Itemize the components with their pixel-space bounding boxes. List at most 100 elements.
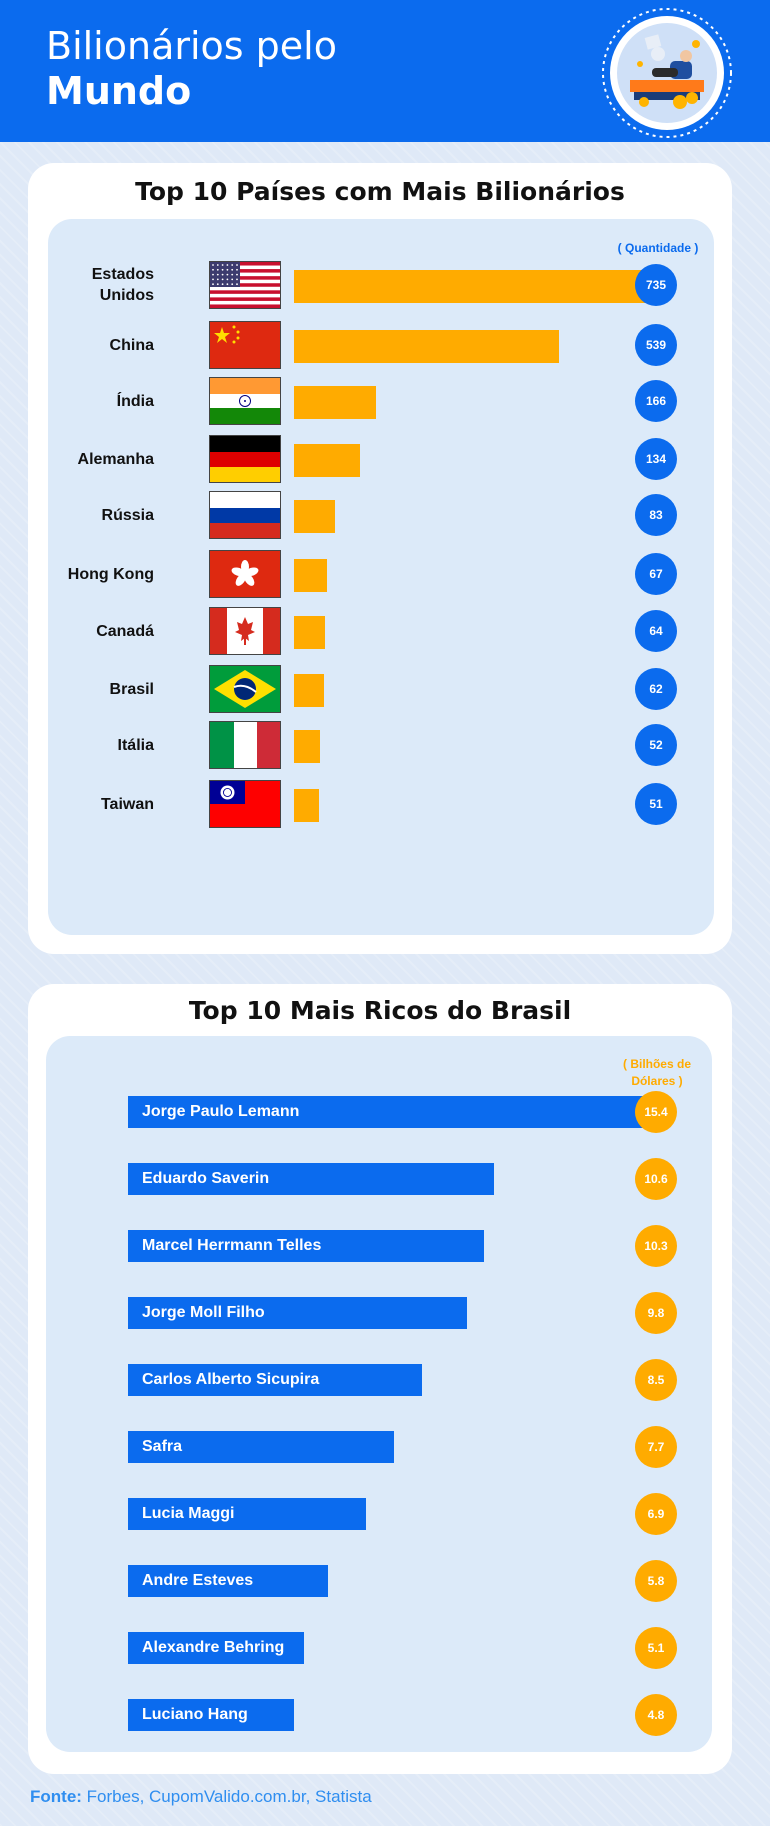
- country-label: Itália: [44, 735, 154, 756]
- person-bar: Safra: [128, 1431, 394, 1463]
- person-bar: Andre Esteves: [128, 1565, 328, 1597]
- person-name-label: Marcel Herrmann Telles: [142, 1237, 322, 1254]
- countries-chart-title: Top 10 Países com Mais Bilionários: [135, 177, 625, 206]
- country-value-badge: 166: [635, 380, 677, 422]
- china-flag-icon: [209, 321, 281, 369]
- rich-person-coins-icon: [602, 8, 732, 138]
- person-row: Jorge Paulo Lemann 15.4: [46, 1091, 712, 1133]
- countries-chart-panel: ( Quantidade ) Estados Unidos 735 China 539 Í…: [48, 219, 714, 935]
- country-row: Alemanha 134: [48, 435, 714, 483]
- country-label: Taiwan: [44, 794, 154, 815]
- country-value-badge: 62: [635, 668, 677, 710]
- person-value-badge: 5.8: [635, 1560, 677, 1602]
- page-title-line2: Mundo: [46, 68, 192, 113]
- person-row: Luciano Hang 4.8: [46, 1694, 712, 1736]
- country-label-line: Hong Kong: [67, 566, 154, 583]
- brazil-flag-icon: [209, 665, 281, 713]
- person-name-label: Alexandre Behring: [142, 1639, 285, 1656]
- country-row: Taiwan 51: [48, 780, 714, 828]
- country-label: Estados Unidos: [44, 264, 154, 306]
- person-value-badge: 5.1: [635, 1627, 677, 1669]
- page-title-line1: Bilionários pelo: [46, 24, 337, 68]
- country-value-badge: 539: [635, 324, 677, 366]
- country-bar: [294, 444, 360, 477]
- person-row: Lucia Maggi 6.9: [46, 1493, 712, 1535]
- person-bar: Jorge Paulo Lemann: [128, 1096, 660, 1128]
- people-chart-title: Top 10 Mais Ricos do Brasil: [188, 996, 572, 1025]
- country-row: Índia 166: [48, 377, 714, 425]
- country-bar: [294, 616, 325, 649]
- country-label-line: Taiwan: [100, 796, 154, 813]
- us-flag-icon: [209, 261, 281, 309]
- country-label: China: [44, 335, 154, 356]
- country-bar: [294, 330, 559, 363]
- country-bar: [294, 386, 376, 419]
- country-value-badge: 52: [635, 724, 677, 766]
- country-label-line: Unidos: [99, 287, 154, 304]
- people-unit-label-line2: Dólares ): [631, 1074, 683, 1088]
- russia-flag-icon: [209, 491, 281, 539]
- country-label-line: Itália: [117, 737, 154, 754]
- countries-card: Top 10 Países com Mais Bilionários ( Qua…: [28, 163, 732, 954]
- person-bar: Lucia Maggi: [128, 1498, 366, 1530]
- country-row: Hong Kong 67: [48, 550, 714, 598]
- person-row: Marcel Herrmann Telles 10.3: [46, 1225, 712, 1267]
- country-label: Alemanha: [44, 449, 154, 470]
- person-value-badge: 4.8: [635, 1694, 677, 1736]
- person-value-badge: 9.8: [635, 1292, 677, 1334]
- person-value-badge: 15.4: [635, 1091, 677, 1133]
- country-row: China 539: [48, 321, 714, 369]
- country-value-badge: 64: [635, 610, 677, 652]
- country-label-line: Brasil: [109, 681, 154, 698]
- person-bar: Alexandre Behring: [128, 1632, 304, 1664]
- country-label-line: Canadá: [96, 623, 154, 640]
- country-bar: [294, 730, 320, 763]
- people-card: Top 10 Mais Ricos do Brasil ( Bilhões de…: [28, 984, 732, 1774]
- source-prefix: Fonte:: [30, 1787, 82, 1806]
- country-value-badge: 51: [635, 783, 677, 825]
- italy-flag-icon: [209, 721, 281, 769]
- country-label: Índia: [44, 391, 154, 412]
- person-value-badge: 10.6: [635, 1158, 677, 1200]
- person-bar: Marcel Herrmann Telles: [128, 1230, 484, 1262]
- people-chart-panel: ( Bilhões de Dólares ) Jorge Paulo Leman…: [46, 1036, 712, 1752]
- country-row: Itália 52: [48, 721, 714, 769]
- person-row: Jorge Moll Filho 9.8: [46, 1292, 712, 1334]
- taiwan-flag-icon: [209, 780, 281, 828]
- people-unit-label: ( Bilhões de Dólares ): [607, 1056, 707, 1090]
- person-name-label: Jorge Paulo Lemann: [142, 1103, 300, 1120]
- person-name-label: Eduardo Saverin: [142, 1170, 270, 1187]
- person-name-label: Andre Esteves: [142, 1572, 254, 1589]
- person-value-badge: 10.3: [635, 1225, 677, 1267]
- page-title: Bilionários pelo Mundo: [46, 24, 337, 114]
- person-name-label: Luciano Hang: [142, 1706, 248, 1723]
- person-name-label: Safra: [142, 1438, 183, 1455]
- country-value-badge: 83: [635, 494, 677, 536]
- india-flag-icon: [209, 377, 281, 425]
- country-value-badge: 67: [635, 553, 677, 595]
- country-value-badge: 134: [635, 438, 677, 480]
- country-row: Rússia 83: [48, 491, 714, 539]
- country-row: Estados Unidos 735: [48, 261, 714, 309]
- people-unit-label-line1: ( Bilhões de: [622, 1057, 691, 1071]
- source-note: Fonte: Forbes, CupomValido.com.br, Stati…: [30, 1787, 372, 1807]
- country-label: Rússia: [44, 505, 154, 526]
- country-bar: [294, 500, 335, 533]
- country-label: Brasil: [44, 679, 154, 700]
- country-value-badge: 735: [635, 264, 677, 306]
- country-bar: [294, 789, 319, 822]
- person-value-badge: 8.5: [635, 1359, 677, 1401]
- country-bar: [294, 559, 327, 592]
- country-label: Canadá: [44, 621, 154, 642]
- country-label-line: Rússia: [101, 507, 154, 524]
- person-row: Eduardo Saverin 10.6: [46, 1158, 712, 1200]
- germany-flag-icon: [209, 435, 281, 483]
- country-row: Brasil 62: [48, 665, 714, 713]
- person-bar: Eduardo Saverin: [128, 1163, 494, 1195]
- person-row: Andre Esteves 5.8: [46, 1560, 712, 1602]
- person-value-badge: 7.7: [635, 1426, 677, 1468]
- header-banner: Bilionários pelo Mundo: [0, 0, 770, 142]
- source-text: Forbes, CupomValido.com.br, Statista: [86, 1787, 372, 1806]
- person-row: Safra 7.7: [46, 1426, 712, 1468]
- country-label-line: Estados: [91, 266, 154, 283]
